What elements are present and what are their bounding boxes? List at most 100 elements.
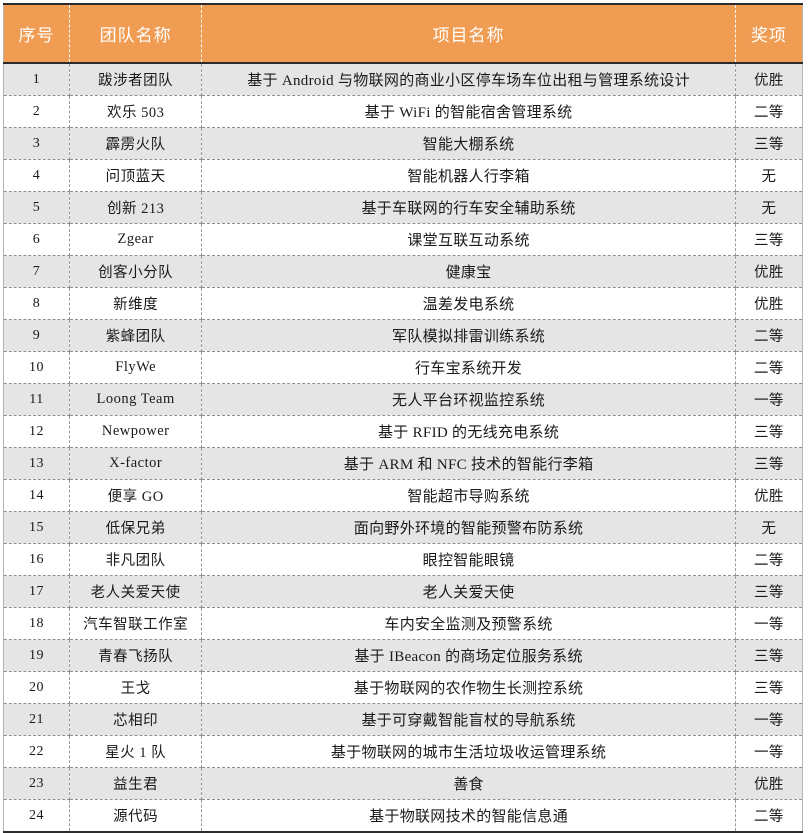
cell-team: 便享 GO (69, 479, 203, 512)
table-row: 12 Newpower 基于 RFID 的无线充电系统 三等 (3, 415, 803, 448)
cell-award: 优胜 (735, 767, 803, 800)
cell-team: Newpower (69, 415, 203, 448)
cell-award: 二等 (735, 799, 803, 832)
table-row: 13 X-factor 基于 ARM 和 NFC 技术的智能行李箱 三等 (3, 447, 803, 480)
cell-team: 创客小分队 (69, 255, 203, 288)
cell-team: 星火 1 队 (69, 735, 203, 768)
table-row: 16 非凡团队 眼控智能眼镜 二等 (3, 543, 803, 576)
cell-seq: 7 (3, 255, 71, 288)
cell-award: 三等 (735, 223, 803, 256)
table-row: 15 低保兄弟 面向野外环境的智能预警布防系统无 (3, 511, 803, 544)
cell-team: 问顶蓝天 (69, 159, 203, 192)
cell-project: 基于物联网的城市生活垃圾收运管理系统 (201, 735, 736, 768)
cell-seq: 6 (3, 223, 71, 256)
cell-team: 创新 213 (69, 191, 203, 224)
cell-project: 智能超市导购系统 (201, 479, 736, 512)
table-row: 7 创客小分队 健康宝 优胜 (3, 255, 803, 288)
cell-team: 霹雳火队 (69, 127, 203, 160)
cell-project: 无人平台环视监控系统 (201, 383, 736, 416)
cell-award: 一等 (735, 735, 803, 768)
cell-seq: 8 (3, 287, 71, 320)
column-header-seq: 序号 (3, 4, 71, 64)
cell-award: 三等 (735, 671, 803, 704)
cell-team: 非凡团队 (69, 543, 203, 576)
cell-seq: 18 (3, 607, 71, 640)
table-body: 1 跋涉者团队 基于 Android 与物联网的商业小区停车场车位出租与管理系统设计… (3, 63, 803, 832)
cell-project: 基于 RFID 的无线充电系统 (201, 415, 736, 448)
cell-team: Loong Team (69, 383, 203, 416)
cell-team: Zgear (69, 223, 203, 256)
cell-award: 优胜 (735, 287, 803, 320)
cell-project: 基于 IBeacon 的商场定位服务系统 (201, 639, 736, 672)
cell-award: 二等 (735, 95, 803, 128)
table-header: 序号 团队名称 项目名称 奖项 (3, 4, 803, 64)
table-row: 8 新维度 温差发电系统 优胜 (3, 287, 803, 320)
table-row: 5 创新 213 基于车联网的行车安全辅助系统无 (3, 191, 803, 224)
cell-award: 优胜 (735, 63, 803, 96)
cell-seq: 14 (3, 479, 71, 512)
cell-seq: 5 (3, 191, 71, 224)
cell-project: 眼控智能眼镜 (201, 543, 736, 576)
cell-team: 源代码 (69, 799, 203, 832)
cell-seq: 4 (3, 159, 71, 192)
cell-project: 温差发电系统 (201, 287, 736, 320)
cell-team: 益生君 (69, 767, 203, 800)
cell-team: 王戈 (69, 671, 203, 704)
cell-award: 优胜 (735, 255, 803, 288)
cell-project: 健康宝 (201, 255, 736, 288)
cell-seq: 1 (3, 63, 71, 96)
cell-project: 基于 Android 与物联网的商业小区停车场车位出租与管理系统设计 (201, 63, 736, 96)
table-row: 10 FlyWe 行车宝系统开发 二等 (3, 351, 803, 384)
cell-team: FlyWe (69, 351, 203, 384)
table-row: 22 星火 1 队基于物联网的城市生活垃圾收运管理系统 一等 (3, 735, 803, 768)
cell-project: 智能大棚系统 (201, 127, 736, 160)
cell-team: 新维度 (69, 287, 203, 320)
table-row: 1 跋涉者团队 基于 Android 与物联网的商业小区停车场车位出租与管理系统设计… (3, 63, 803, 96)
cell-award: 三等 (735, 127, 803, 160)
cell-team: 欢乐 503 (69, 95, 203, 128)
cell-seq: 23 (3, 767, 71, 800)
cell-seq: 16 (3, 543, 71, 576)
cell-seq: 20 (3, 671, 71, 704)
cell-team: 低保兄弟 (69, 511, 203, 544)
cell-award: 二等 (735, 319, 803, 352)
cell-team: 老人关爱天使 (69, 575, 203, 608)
cell-seq: 11 (3, 383, 71, 416)
column-header-team: 团队名称 (69, 4, 203, 64)
cell-award: 无 (735, 159, 803, 192)
cell-seq: 24 (3, 799, 71, 832)
cell-seq: 15 (3, 511, 71, 544)
table-row: 20 王戈 基于物联网的农作物生长测控系统 三等 (3, 671, 803, 704)
cell-award: 二等 (735, 543, 803, 576)
cell-project: 面向野外环境的智能预警布防系统 (201, 511, 736, 544)
cell-seq: 2 (3, 95, 71, 128)
table-row: 6 Zgear 课堂互联互动系统 三等 (3, 223, 803, 256)
cell-seq: 22 (3, 735, 71, 768)
table-row: 17 老人关爱天使 老人关爱天使 三等 (3, 575, 803, 608)
cell-award: 一等 (735, 703, 803, 736)
cell-project: 老人关爱天使 (201, 575, 736, 608)
cell-team: 芯相印 (69, 703, 203, 736)
table-row: 18 汽车智联工作室 车内安全监测及预警系统 一等 (3, 607, 803, 640)
cell-team: 紫蜂团队 (69, 319, 203, 352)
cell-project: 基于 WiFi 的智能宿舍管理系统 (201, 95, 736, 128)
column-header-award: 奖项 (735, 4, 803, 64)
table-header-row: 序号 团队名称 项目名称 奖项 (3, 4, 803, 64)
table-row: 2 欢乐 503 基于 WiFi 的智能宿舍管理系统 二等 (3, 95, 803, 128)
table-row: 9 紫蜂团队 军队模拟排雷训练系统 二等 (3, 319, 803, 352)
table-row: 14 便享 GO 智能超市导购系统 优胜 (3, 479, 803, 512)
cell-award: 一等 (735, 607, 803, 640)
table-row: 4 问顶蓝天 智能机器人行李箱无 (3, 159, 803, 192)
cell-project: 基于 ARM 和 NFC 技术的智能行李箱 (201, 447, 736, 480)
cell-seq: 12 (3, 415, 71, 448)
cell-project: 军队模拟排雷训练系统 (201, 319, 736, 352)
cell-award: 无 (735, 191, 803, 224)
table-row: 19 青春飞扬队 基于 IBeacon 的商场定位服务系统 三等 (3, 639, 803, 672)
cell-seq: 3 (3, 127, 71, 160)
award-table: 序号 团队名称 项目名称 奖项 1 跋涉者团队 基于 Android 与物联网的商业… (3, 3, 803, 833)
cell-seq: 17 (3, 575, 71, 608)
table-row: 23 益生君 善食 优胜 (3, 767, 803, 800)
cell-team: X-factor (69, 447, 203, 480)
cell-award: 三等 (735, 639, 803, 672)
